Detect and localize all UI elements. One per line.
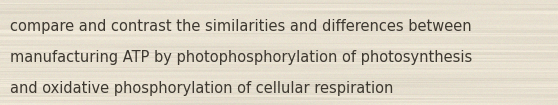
Text: and oxidative phosphorylation of cellular respiration: and oxidative phosphorylation of cellula… — [10, 81, 393, 96]
Text: compare and contrast the similarities and differences between: compare and contrast the similarities an… — [10, 19, 472, 34]
Text: manufacturing ATP by photophosphorylation of photosynthesis: manufacturing ATP by photophosphorylatio… — [10, 50, 472, 65]
